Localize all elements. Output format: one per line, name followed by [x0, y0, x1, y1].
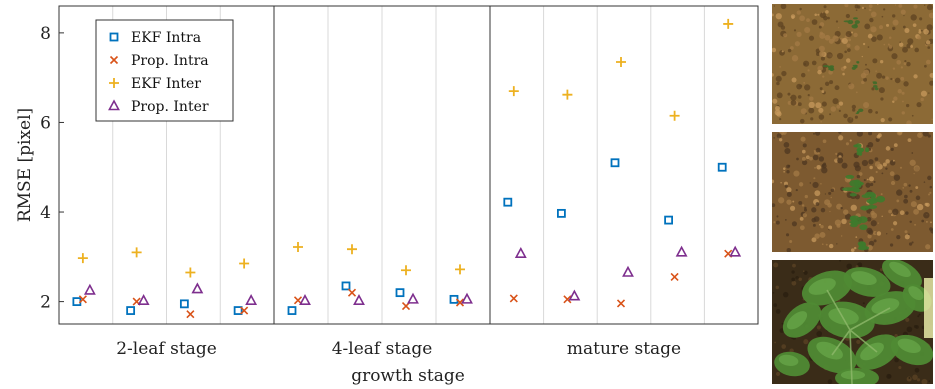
- data-point: [77, 253, 88, 264]
- legend-label: EKF Inter: [131, 76, 201, 92]
- data-point: [616, 299, 626, 308]
- plot-frame: [58, 5, 759, 325]
- y-tick-label: 4: [40, 203, 51, 223]
- data-point: [78, 295, 87, 304]
- data-point: [557, 208, 566, 218]
- data-point: [299, 294, 311, 306]
- axes-frame: [58, 5, 759, 325]
- data-point: [568, 289, 581, 301]
- soil-photo-mid: [772, 132, 933, 252]
- data-point: [233, 306, 243, 315]
- data-point: [455, 264, 465, 275]
- data-point: [239, 258, 250, 269]
- series-prop-inter: [83, 245, 742, 306]
- data-point: [137, 294, 150, 306]
- data-point: [675, 245, 688, 257]
- data-point: [670, 272, 679, 282]
- data-point: [461, 292, 473, 304]
- data-point: [610, 158, 620, 168]
- group-label: 4-leaf stage: [332, 339, 433, 359]
- y-axis-title: RMSE [pixel]: [15, 108, 35, 222]
- data-markers: [72, 18, 742, 319]
- data-point: [347, 288, 357, 297]
- data-point: [347, 244, 357, 255]
- legend-label: Prop. Inter: [131, 99, 209, 115]
- y-axis-ticks: 2 4 6 8: [40, 24, 64, 313]
- data-point: [395, 288, 405, 298]
- data-point: [717, 162, 727, 172]
- soil-photo-early: [772, 4, 933, 124]
- data-point: [729, 245, 742, 257]
- data-point: [179, 299, 189, 309]
- data-point: [293, 296, 303, 305]
- data-point: [616, 56, 626, 67]
- data-point: [185, 267, 196, 278]
- y-tick-label: 2: [40, 293, 51, 313]
- data-point: [186, 310, 195, 319]
- legend: EKF Intra Prop. Intra EKF Inter Prop. Inter: [95, 19, 234, 122]
- data-point: [401, 265, 411, 276]
- data-point: [83, 283, 96, 295]
- legend-marker: [109, 32, 119, 42]
- series-ekf-intra: [72, 158, 727, 315]
- legend-label: Prop. Intra: [131, 53, 209, 69]
- y-tick-label: 6: [40, 113, 51, 133]
- data-point: [407, 292, 419, 304]
- data-point: [503, 197, 513, 207]
- data-point: [287, 306, 297, 315]
- data-point: [562, 89, 573, 100]
- data-point: [245, 294, 258, 306]
- data-point: [669, 110, 680, 121]
- group-labels: 2-leaf stage 4-leaf stage mature stage: [116, 339, 681, 359]
- data-point: [240, 306, 249, 315]
- data-point: [341, 281, 351, 291]
- legend-marker: [108, 99, 120, 111]
- plant-photo-mature: [772, 260, 933, 384]
- data-point: [353, 294, 365, 306]
- series-prop-intra: [78, 249, 733, 319]
- series-ekf-inter: [77, 18, 734, 278]
- y-tick-label: 8: [40, 24, 51, 44]
- legend-marker: [109, 55, 119, 65]
- group-label: mature stage: [567, 339, 681, 359]
- data-point: [664, 215, 673, 225]
- data-point: [131, 247, 142, 258]
- data-point: [563, 295, 572, 304]
- data-point: [514, 247, 527, 258]
- data-point: [191, 282, 204, 294]
- data-point: [455, 298, 465, 307]
- data-point: [622, 265, 634, 277]
- data-point: [723, 18, 734, 29]
- legend-marker: [109, 78, 119, 88]
- data-point: [72, 297, 82, 307]
- data-point: [126, 306, 136, 315]
- legend-box: [95, 19, 234, 122]
- data-point: [401, 302, 411, 311]
- x-axis-title: growth stage: [351, 366, 465, 386]
- data-point: [509, 294, 518, 303]
- group-label: 2-leaf stage: [116, 339, 217, 359]
- legend-label: EKF Intra: [131, 30, 201, 46]
- data-point: [508, 86, 519, 97]
- data-point: [293, 241, 303, 252]
